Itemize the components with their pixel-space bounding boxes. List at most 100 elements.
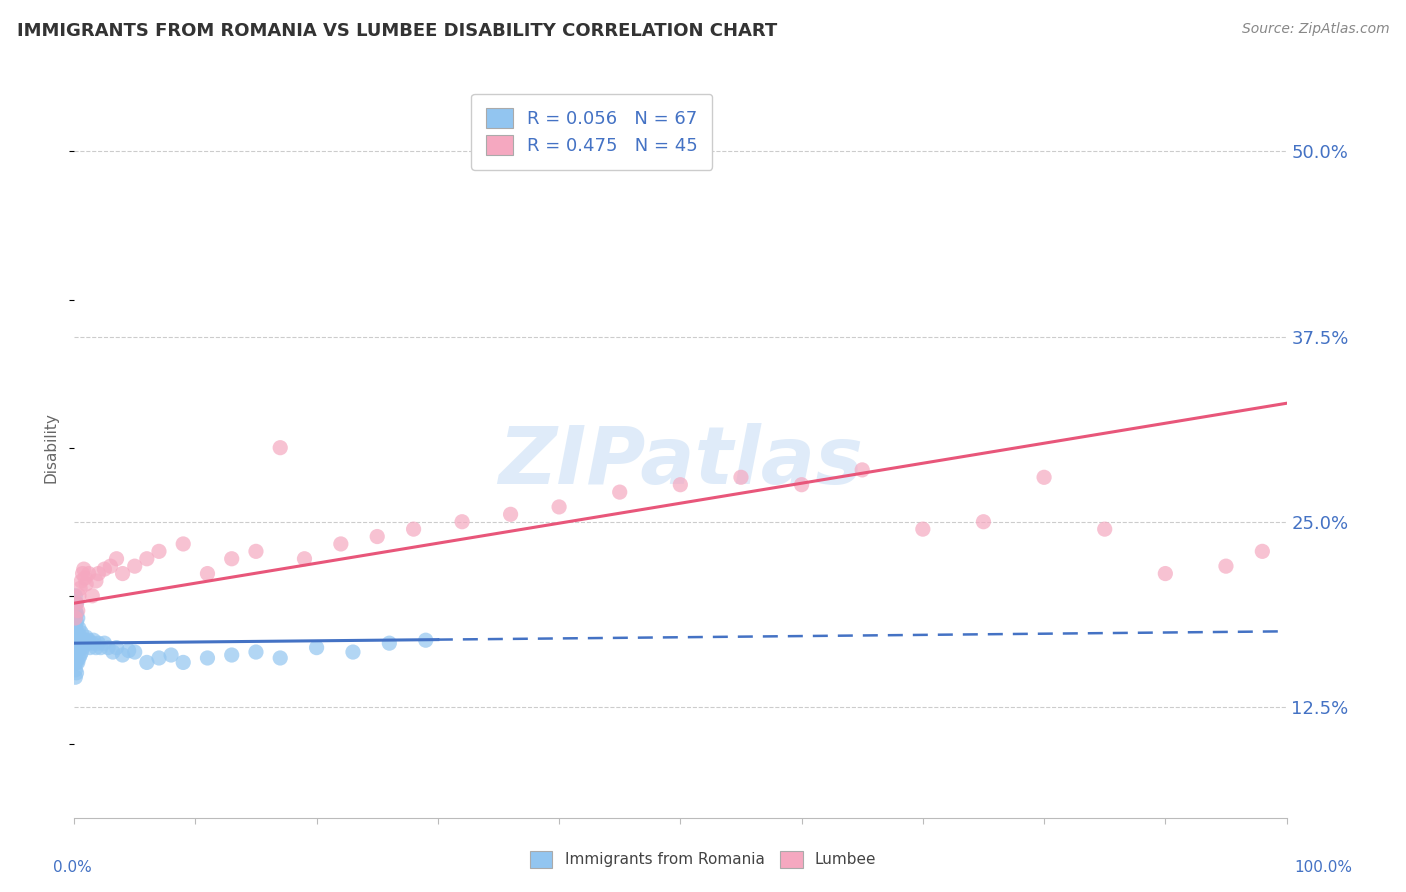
Point — [70, 574, 93, 588]
Point — [75, 630, 97, 644]
Y-axis label: Disability: Disability — [44, 412, 58, 483]
Point — [148, 651, 170, 665]
Point — [124, 559, 146, 574]
Text: 100.0%: 100.0% — [1295, 860, 1353, 874]
Point — [65, 611, 87, 625]
Point — [73, 571, 96, 585]
Point — [65, 604, 87, 618]
Point — [294, 551, 316, 566]
Point — [730, 470, 752, 484]
Point — [93, 562, 115, 576]
Point — [118, 643, 141, 657]
Point — [172, 656, 194, 670]
Point — [77, 566, 100, 581]
Point — [269, 441, 291, 455]
Point — [66, 611, 89, 625]
Point — [65, 640, 87, 655]
Point — [67, 589, 90, 603]
Point — [415, 633, 437, 648]
Point — [65, 648, 87, 662]
Point — [451, 515, 474, 529]
Point — [101, 645, 124, 659]
Point — [669, 477, 692, 491]
Point — [221, 551, 243, 566]
Text: IMMIGRANTS FROM ROMANIA VS LUMBEE DISABILITY CORRELATION CHART: IMMIGRANTS FROM ROMANIA VS LUMBEE DISABI… — [17, 22, 778, 40]
Point — [67, 636, 90, 650]
Point — [402, 522, 425, 536]
Point — [87, 636, 110, 650]
Point — [84, 640, 107, 655]
Point — [172, 537, 194, 551]
Text: 0.0%: 0.0% — [53, 860, 93, 874]
Point — [366, 530, 388, 544]
Point — [65, 663, 87, 677]
Point — [72, 640, 94, 655]
Point — [65, 596, 87, 610]
Point — [65, 645, 87, 659]
Point — [1215, 559, 1237, 574]
Point — [972, 515, 994, 529]
Point — [269, 651, 291, 665]
Point — [378, 636, 401, 650]
Point — [66, 640, 89, 655]
Point — [65, 611, 87, 625]
Point — [65, 589, 87, 603]
Point — [135, 656, 157, 670]
Point — [548, 500, 571, 514]
Point — [65, 618, 87, 632]
Point — [82, 633, 104, 648]
Point — [67, 621, 90, 635]
Point — [65, 607, 87, 621]
Point — [790, 477, 813, 491]
Point — [70, 625, 93, 640]
Point — [69, 582, 91, 596]
Point — [72, 566, 94, 581]
Point — [342, 645, 364, 659]
Point — [65, 670, 87, 684]
Point — [65, 630, 87, 644]
Point — [76, 636, 98, 650]
Point — [65, 615, 87, 630]
Point — [93, 636, 115, 650]
Point — [90, 640, 112, 655]
Text: Source: ZipAtlas.com: Source: ZipAtlas.com — [1241, 22, 1389, 37]
Point — [65, 625, 87, 640]
Point — [67, 651, 90, 665]
Point — [66, 604, 89, 618]
Point — [65, 596, 87, 610]
Point — [73, 636, 96, 650]
Point — [73, 633, 96, 648]
Point — [1094, 522, 1116, 536]
Point — [499, 508, 522, 522]
Point — [221, 648, 243, 662]
Point — [66, 625, 89, 640]
Point — [105, 640, 128, 655]
Point — [87, 566, 110, 581]
Legend: Immigrants from Romania, Lumbee: Immigrants from Romania, Lumbee — [523, 845, 883, 873]
Point — [65, 645, 87, 659]
Point — [609, 485, 631, 500]
Point — [73, 562, 96, 576]
Point — [197, 566, 219, 581]
Point — [160, 648, 183, 662]
Point — [65, 621, 87, 635]
Legend: R = 0.056   N = 67, R = 0.475   N = 45: R = 0.056 N = 67, R = 0.475 N = 45 — [471, 94, 713, 169]
Point — [135, 551, 157, 566]
Point — [69, 630, 91, 644]
Point — [82, 589, 104, 603]
Point — [66, 656, 89, 670]
Point — [82, 636, 104, 650]
Point — [245, 544, 267, 558]
Point — [65, 596, 87, 610]
Point — [911, 522, 934, 536]
Point — [84, 574, 107, 588]
Point — [1251, 544, 1274, 558]
Point — [77, 633, 100, 648]
Point — [65, 656, 87, 670]
Point — [124, 645, 146, 659]
Point — [111, 648, 134, 662]
Point — [65, 636, 87, 650]
Point — [65, 651, 87, 665]
Point — [79, 640, 101, 655]
Point — [65, 636, 87, 650]
